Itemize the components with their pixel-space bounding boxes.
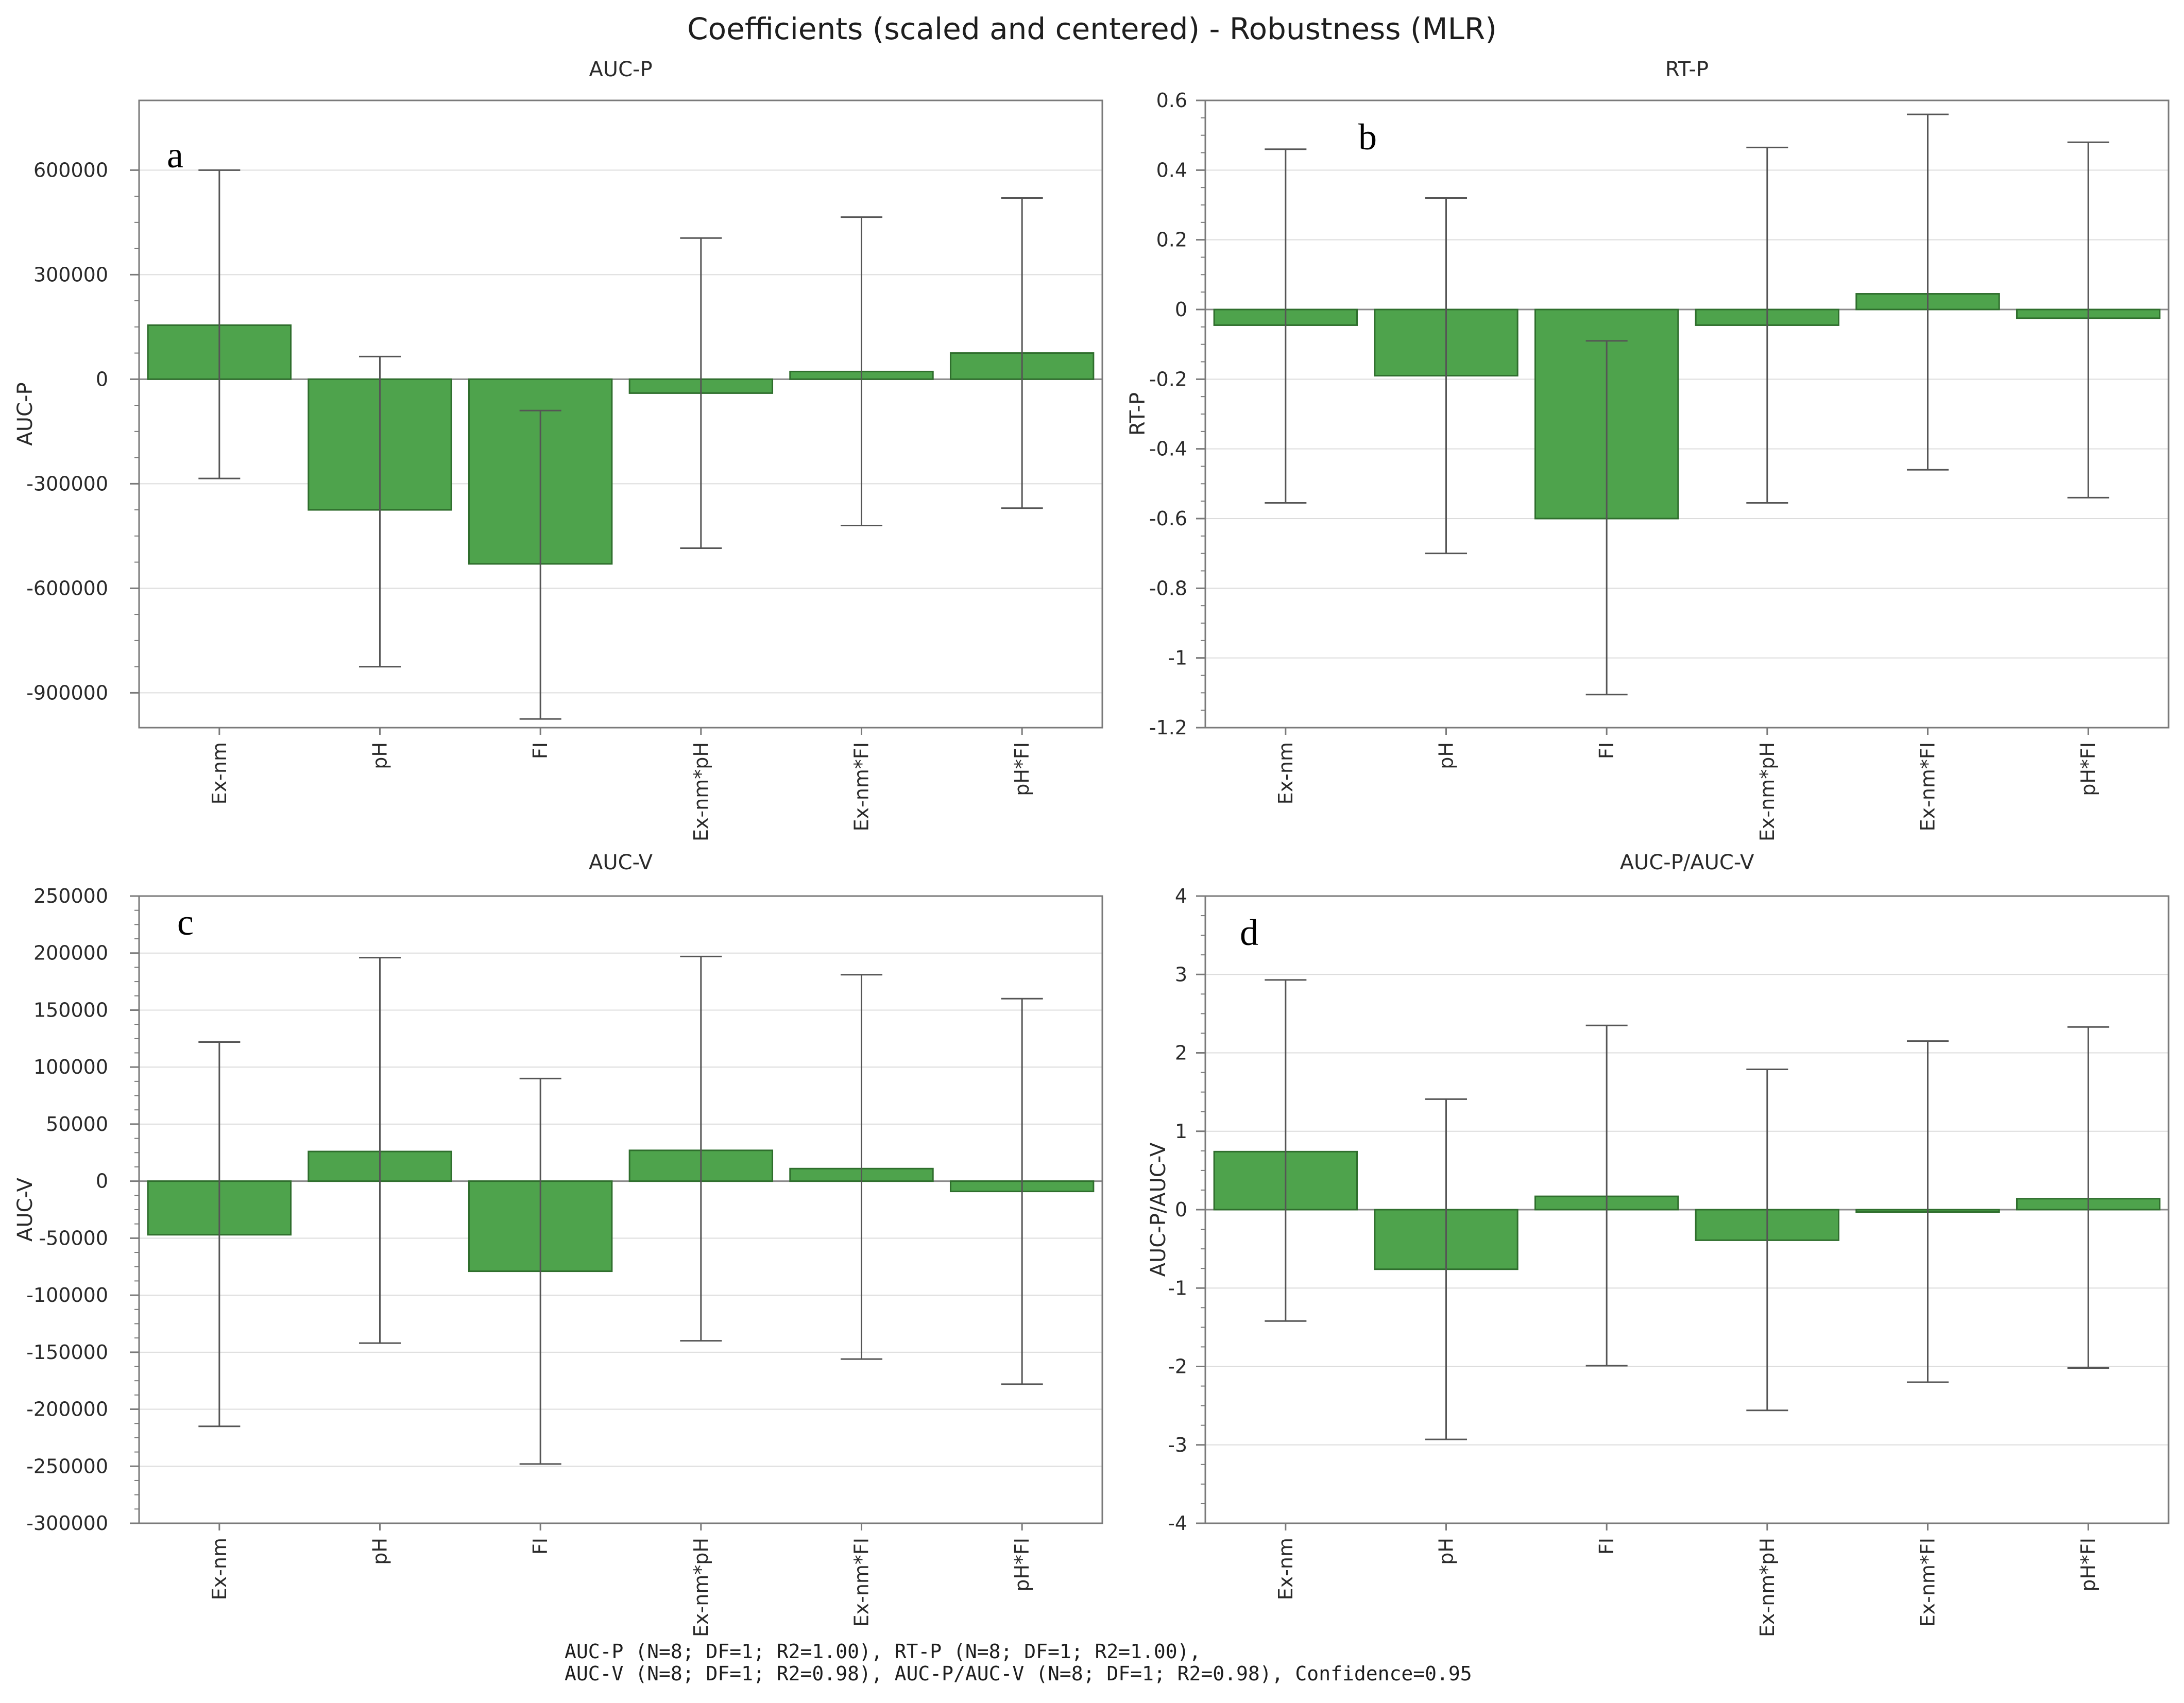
x-tick-label: Ex-nm*FI — [1917, 742, 1939, 831]
y-tick-label: 600000 — [33, 159, 108, 181]
x-tick-label: Ex-nm — [1274, 742, 1297, 804]
x-tick-label: Ex-nm — [208, 1538, 231, 1600]
x-tick-label: pH — [1435, 1538, 1458, 1565]
panel-c-title: AUC-V — [588, 851, 653, 874]
y-tick-label: 250000 — [33, 885, 108, 907]
panel-letter: c — [177, 902, 194, 943]
y-tick-label: 0.2 — [1156, 229, 1187, 251]
y-tick-label: 200000 — [33, 942, 108, 965]
x-tick-label: pH*FI — [2077, 1538, 2100, 1592]
y-tick-label: -1 — [1168, 647, 1187, 669]
x-tick-label: Ex-nm — [208, 742, 231, 804]
y-tick-label: 0 — [96, 1170, 108, 1193]
x-tick-label: pH — [1435, 742, 1458, 769]
y-tick-label: -100000 — [26, 1284, 108, 1306]
x-tick-label: pH*FI — [1011, 742, 1033, 796]
y-tick-label: -0.6 — [1149, 507, 1187, 530]
panel-d: -4 -3 -2 -1 0 1 2 3 4 Ex-nm pH FI Ex-nm*pH Ex-nm*FI pH… — [1147, 885, 2170, 1637]
y-tick-label: 2 — [1175, 1042, 1187, 1064]
y-tick-label: 0 — [96, 368, 108, 390]
y-tick-label: 50000 — [46, 1113, 108, 1136]
y-tick-label: -50000 — [39, 1227, 108, 1249]
y-tick-label: -2 — [1168, 1355, 1187, 1378]
y-tick-label: 300000 — [33, 263, 108, 286]
y-tick-label: -4 — [1168, 1512, 1187, 1535]
y-tick-label: -900000 — [26, 681, 108, 704]
y-tick-label: 4 — [1175, 885, 1187, 907]
y-tick-label: -1.2 — [1149, 716, 1187, 739]
y-tick-label: -200000 — [26, 1398, 108, 1421]
y-axis-title: RT-P — [1126, 392, 1150, 436]
y-tick-label: 0.4 — [1156, 159, 1187, 181]
panel-b-title: RT-P — [1665, 58, 1709, 81]
x-tick-label: Ex-nm*pH — [1756, 1538, 1779, 1637]
x-tick-label: pH — [369, 1538, 391, 1565]
y-tick-label: -0.2 — [1149, 368, 1187, 390]
y-tick-label: 150000 — [33, 999, 108, 1021]
y-tick-label: 0 — [1175, 1198, 1187, 1221]
y-axis-title: AUC-V — [13, 1177, 37, 1242]
y-tick-label: 0 — [1175, 298, 1187, 321]
x-tick-label: Ex-nm*FI — [1917, 1538, 1939, 1627]
plot-frame — [1204, 895, 2170, 1524]
x-tick-label: FI — [529, 742, 552, 759]
x-tick-label: pH — [369, 742, 391, 769]
panel-letter: a — [167, 134, 183, 176]
y-tick-label: -300000 — [26, 1512, 108, 1535]
x-tick-label: pH*FI — [2077, 742, 2100, 796]
panel-c: -300000 -250000 -200000 -150000 -100000 -5000… — [13, 885, 1103, 1637]
x-tick-label: pH*FI — [1011, 1538, 1033, 1592]
plot-frame — [1204, 99, 2170, 729]
y-tick-label: -0.4 — [1149, 438, 1187, 460]
panel-d-title: AUC-P/AUC-V — [1619, 851, 1754, 874]
footer-line-1: AUC-P (N=8; DF=1; R2=1.00), RT-P (N=8; D… — [565, 1640, 1201, 1663]
y-tick-label: -150000 — [26, 1341, 108, 1364]
y-tick-label: 100000 — [33, 1056, 108, 1078]
y-tick-label: -0.8 — [1149, 577, 1187, 599]
y-tick-label: 0.6 — [1156, 89, 1187, 112]
y-axis-title: AUC-P/AUC-V — [1147, 1142, 1170, 1277]
panel-a-title: AUC-P — [589, 58, 653, 81]
x-tick-label: FI — [1595, 742, 1618, 759]
x-tick-label: Ex-nm*FI — [850, 1538, 873, 1627]
y-tick-label: -1 — [1168, 1277, 1187, 1299]
panel-letter: b — [1358, 116, 1377, 158]
x-tick-label: Ex-nm — [1274, 1538, 1297, 1600]
y-tick-label: -600000 — [26, 577, 108, 599]
y-tick-label: -250000 — [26, 1455, 108, 1477]
footer-line-2: AUC-V (N=8; DF=1; R2=0.98), AUC-P/AUC-V … — [565, 1662, 1472, 1685]
x-tick-label: Ex-nm*pH — [690, 1538, 712, 1637]
y-axis-title: AUC-P — [13, 382, 37, 445]
x-tick-label: Ex-nm*FI — [850, 742, 873, 831]
panel-b: -1.2 -1 -0.8 -0.6 -0.4 -0.2 0 0.2 0.4 0.6 Ex-nm pH F… — [1126, 89, 2170, 841]
y-tick-label: -3 — [1168, 1434, 1187, 1456]
panel-letter: d — [1240, 912, 1258, 953]
panel-a: -900000 -600000 -300000 0 300000 600000 Ex-nm p… — [13, 99, 1103, 841]
x-tick-label: FI — [529, 1538, 552, 1555]
main-title: Coefficients (scaled and centered) - Rob… — [687, 11, 1497, 46]
y-tick-label: 1 — [1175, 1120, 1187, 1143]
y-tick-label: 3 — [1175, 963, 1187, 986]
x-tick-label: Ex-nm*pH — [690, 742, 712, 841]
x-tick-label: FI — [1595, 1538, 1618, 1555]
x-tick-label: Ex-nm*pH — [1756, 742, 1779, 841]
y-tick-label: -300000 — [26, 472, 108, 495]
plot-frame — [138, 99, 1103, 729]
plot-frame — [138, 895, 1103, 1524]
